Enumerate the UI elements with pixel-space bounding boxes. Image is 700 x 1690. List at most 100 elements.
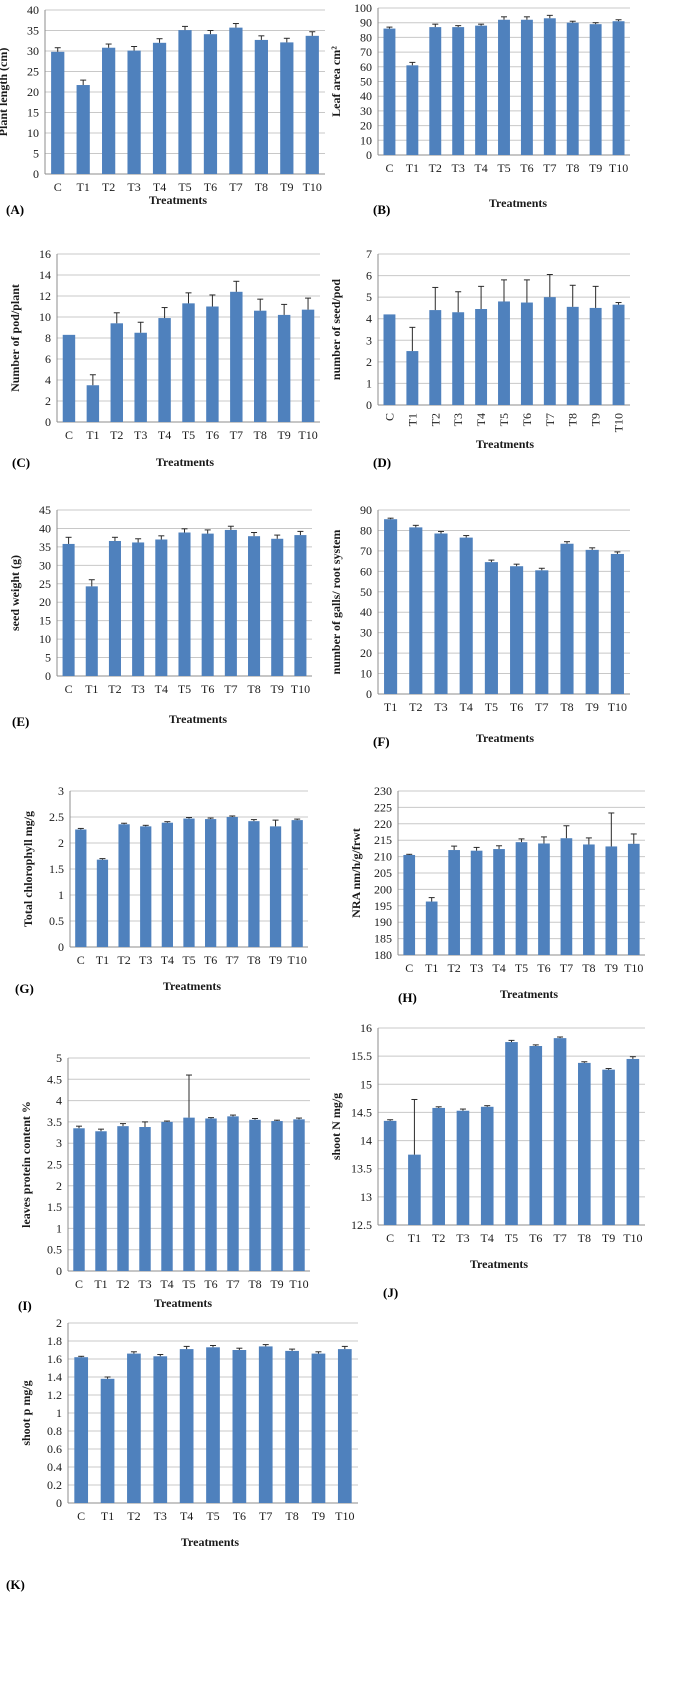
x-tick-label: T8	[248, 1277, 261, 1291]
bar-C	[75, 829, 87, 947]
y-tick-label: 30	[27, 44, 39, 58]
y-tick-label: 3.5	[47, 1115, 62, 1129]
bar-T3	[452, 27, 465, 155]
x-tick-label: T3	[138, 1277, 151, 1291]
x-tick-label: C	[54, 180, 62, 194]
bar-T6	[201, 533, 214, 676]
x-axis-label: Treatments	[470, 1257, 529, 1271]
bar-T5	[498, 301, 510, 405]
y-tick-label: 15.5	[351, 1049, 372, 1063]
x-tick-label: T8	[247, 953, 260, 967]
bar-T5	[498, 19, 510, 156]
y-tick-label: 90	[360, 503, 372, 517]
y-axis-label: Plant length (cm)	[0, 48, 10, 137]
x-axis-label: Treatments	[156, 455, 215, 469]
x-tick-label: T8	[578, 1231, 591, 1245]
bar-T6	[232, 1350, 247, 1503]
bar-T8	[578, 1062, 591, 1225]
x-axis-label: Treatments	[500, 987, 559, 1001]
y-tick-label: 205	[374, 866, 392, 880]
x-tick-label: T10	[612, 413, 626, 432]
bar-T10	[337, 1349, 352, 1503]
bar-T7	[553, 1038, 567, 1225]
bar-C	[383, 1120, 397, 1225]
bar-T9	[311, 1353, 326, 1503]
bar-T1	[76, 85, 90, 174]
bar-T3	[132, 542, 145, 676]
x-tick-label: T3	[452, 161, 465, 175]
y-tick-label: 3	[56, 1136, 62, 1150]
y-tick-label: 6	[366, 269, 372, 283]
x-tick-label: T8	[582, 961, 595, 975]
x-tick-label: T4	[460, 700, 473, 714]
x-tick-label: C	[405, 961, 413, 975]
bar-T4	[480, 1106, 494, 1225]
x-tick-label: T10	[609, 161, 628, 175]
bar-T7	[224, 529, 237, 676]
bar-T4	[161, 1121, 173, 1271]
x-tick-label: T3	[434, 700, 447, 714]
y-tick-label: 0	[33, 167, 39, 181]
bar-T4	[161, 822, 173, 947]
panel-label: (H)	[398, 990, 417, 1005]
bar-T7	[535, 570, 549, 694]
x-tick-label: T9	[277, 428, 290, 442]
x-tick-label: T7	[224, 682, 237, 696]
y-tick-label: 210	[374, 850, 392, 864]
bar-T10	[627, 843, 640, 955]
y-tick-label: 0	[366, 148, 372, 162]
y-tick-label: 190	[374, 915, 392, 929]
x-tick-label: T7	[543, 413, 557, 426]
y-tick-label: 14.5	[351, 1105, 372, 1119]
y-tick-label: 14	[39, 268, 51, 282]
bar-T8	[566, 22, 579, 156]
bar-T4	[152, 42, 167, 174]
bar-T9	[589, 24, 602, 156]
bar-T9	[269, 826, 282, 947]
x-tick-label: T9	[312, 1509, 325, 1523]
x-tick-label: T2	[110, 428, 123, 442]
x-tick-label: C	[77, 953, 85, 967]
x-tick-label: T2	[447, 961, 460, 975]
x-tick-label: C	[65, 428, 73, 442]
bar-T1	[100, 1378, 115, 1503]
x-tick-label: T1	[406, 161, 419, 175]
y-tick-label: 40	[360, 605, 372, 619]
y-tick-label: 1	[58, 888, 64, 902]
x-tick-label: T3	[456, 1231, 469, 1245]
x-axis-label: Treatments	[169, 712, 228, 726]
x-tick-label: T3	[451, 413, 465, 426]
y-tick-label: 1	[56, 1221, 62, 1235]
x-axis-label: Treatments	[489, 196, 548, 210]
bar-T2	[110, 323, 123, 422]
x-tick-label: T6	[206, 428, 219, 442]
y-axis-label: seed weight (g)	[8, 555, 22, 631]
x-tick-label: T10	[624, 961, 643, 975]
bar-T10	[301, 309, 315, 422]
bar-T1	[86, 385, 100, 422]
bar-T7	[230, 291, 243, 422]
x-tick-label: T4	[474, 413, 488, 426]
x-tick-label: T6	[537, 961, 550, 975]
y-tick-label: 20	[360, 646, 372, 660]
y-tick-label: 2	[58, 836, 64, 850]
bar-T10	[291, 820, 303, 947]
bar-T8	[254, 39, 268, 175]
y-tick-label: 2.5	[49, 810, 64, 824]
y-tick-label: 16	[360, 1021, 372, 1035]
x-tick-label: T5	[485, 700, 498, 714]
x-tick-label: T6	[204, 1277, 217, 1291]
x-tick-label: T4	[474, 161, 487, 175]
x-tick-label: T3	[127, 180, 140, 194]
y-axis-label: Leaf area cm²	[329, 46, 343, 117]
bar-C	[383, 28, 396, 155]
x-tick-label: T8	[255, 180, 268, 194]
bar-T7	[560, 838, 573, 955]
bar-T10	[305, 35, 319, 174]
y-tick-label: 2	[56, 1179, 62, 1193]
bar-T10	[626, 1058, 640, 1225]
y-tick-label: 15	[27, 106, 39, 120]
y-tick-label: 2.5	[47, 1158, 62, 1172]
bar-T6	[205, 1118, 217, 1271]
